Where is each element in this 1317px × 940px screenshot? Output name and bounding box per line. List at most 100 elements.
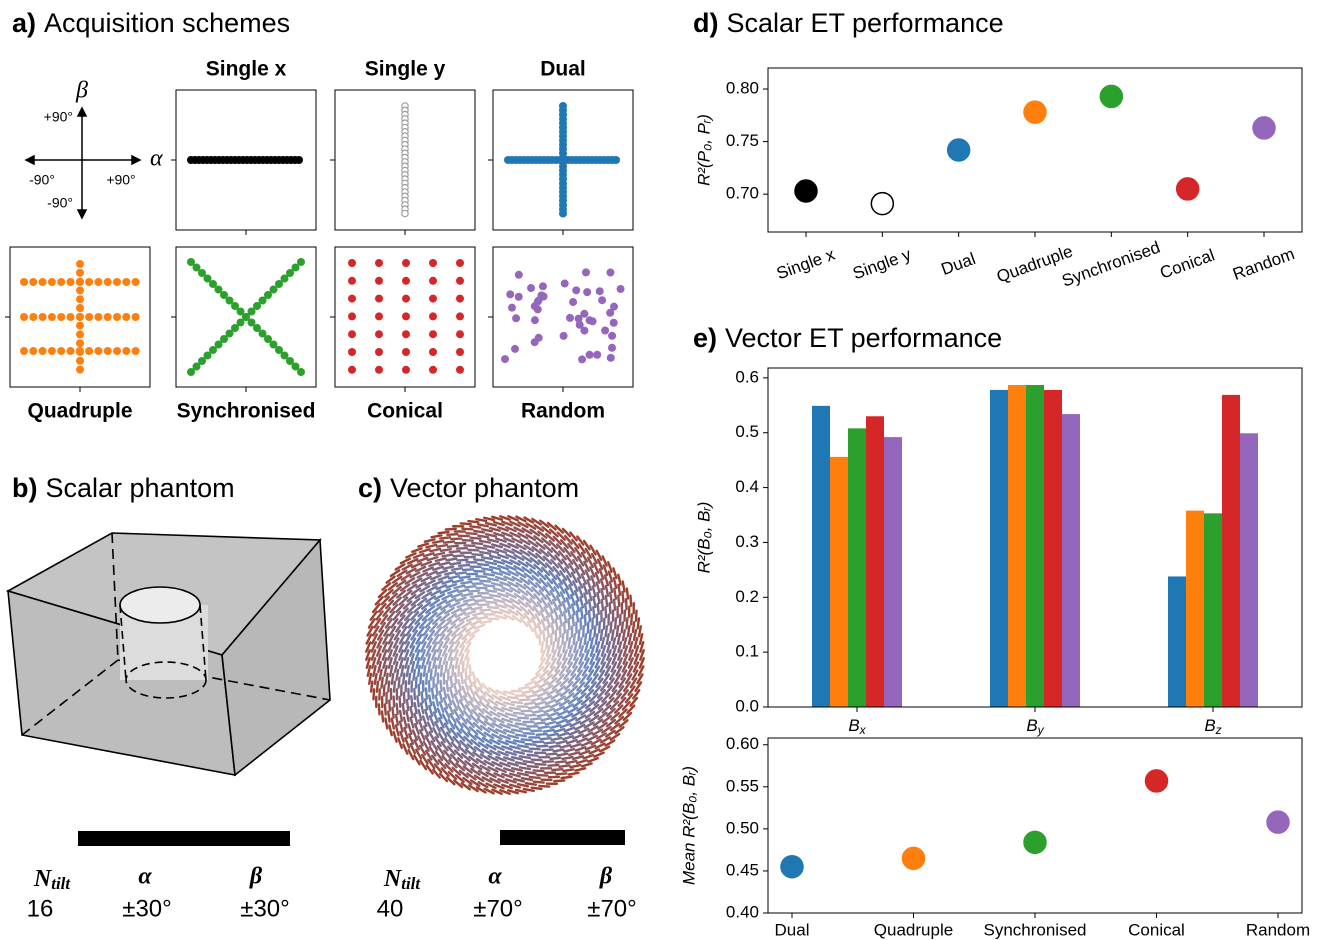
field-arrow xyxy=(565,536,572,544)
subscript: tilt xyxy=(401,874,421,893)
field-arrow xyxy=(512,730,522,732)
field-arrow xyxy=(424,553,434,556)
scheme-point xyxy=(402,366,410,374)
field-arrow xyxy=(463,569,473,570)
field-arrow xyxy=(459,691,463,700)
field-arrow xyxy=(594,720,602,726)
y-tick-label: 0.1 xyxy=(735,642,759,661)
field-arrow xyxy=(450,714,455,723)
field-arrow xyxy=(584,562,589,571)
scheme-point xyxy=(575,315,583,323)
field-arrow xyxy=(555,707,564,711)
field-arrow xyxy=(430,732,435,741)
scheme-point xyxy=(348,259,356,267)
field-arrow xyxy=(449,705,453,714)
field-arrow xyxy=(567,761,577,763)
field-arrow xyxy=(423,716,426,725)
field-arrow xyxy=(388,682,389,692)
field-arrow xyxy=(638,618,639,628)
field-arrow xyxy=(569,585,573,594)
field-arrow xyxy=(456,658,458,668)
scheme-point xyxy=(29,278,37,286)
field-arrow xyxy=(558,711,567,715)
field-arrow xyxy=(571,722,580,726)
scheme-point xyxy=(375,259,383,267)
field-arrow xyxy=(441,604,450,609)
scheme-point xyxy=(348,295,356,303)
scheme-point xyxy=(348,312,356,320)
panel-letter: d) xyxy=(693,8,718,38)
field-arrow xyxy=(544,730,554,732)
scheme-name: Quadruple xyxy=(27,400,132,423)
field-arrow xyxy=(409,674,410,684)
field-arrow xyxy=(437,610,445,616)
field-arrow xyxy=(548,713,557,716)
scheme-point xyxy=(586,351,594,359)
table-header: Ntilt xyxy=(33,866,72,893)
field-arrow xyxy=(465,586,475,587)
field-arrow xyxy=(425,710,428,720)
field-arrow xyxy=(540,706,550,709)
scheme-point xyxy=(527,284,535,292)
field-arrow xyxy=(382,712,383,722)
field-arrow xyxy=(610,582,612,592)
field-arrow xyxy=(476,576,486,577)
field-arrow xyxy=(581,608,583,618)
field-arrow xyxy=(567,598,570,607)
field-arrow xyxy=(590,750,599,754)
field-arrow xyxy=(526,772,536,773)
field-arrow xyxy=(607,709,614,716)
field-arrow xyxy=(582,742,591,746)
point xyxy=(781,856,803,878)
field-arrow xyxy=(611,724,619,730)
field-arrow xyxy=(555,729,565,732)
scheme-point xyxy=(583,288,591,296)
field-arrow xyxy=(600,747,609,751)
field-arrow xyxy=(397,581,405,587)
field-arrow xyxy=(608,562,611,571)
x-tick-label: Synchronised xyxy=(1059,238,1162,291)
field-arrow xyxy=(386,674,388,684)
field-arrow xyxy=(552,642,554,652)
field-arrow xyxy=(445,738,451,746)
field-arrow xyxy=(433,541,443,543)
field-arrow xyxy=(441,549,451,551)
x-tick-label: Dual xyxy=(775,920,810,939)
panel-title: b)Scalar phantom xyxy=(12,473,235,503)
field-arrow xyxy=(406,711,408,721)
y-tick-label: 0.80 xyxy=(726,79,759,98)
field-arrow xyxy=(450,688,453,698)
field-arrow xyxy=(431,670,432,680)
field-arrow xyxy=(397,704,398,714)
field-arrow xyxy=(470,687,475,696)
field-arrow xyxy=(547,627,548,637)
field-arrow xyxy=(599,713,607,719)
field-arrow xyxy=(462,529,472,530)
field-arrow xyxy=(613,568,616,578)
tick-label: -90° xyxy=(29,172,55,188)
field-arrow xyxy=(573,615,574,625)
scheme-name: Single x xyxy=(206,58,287,81)
scheme-name: Random xyxy=(521,400,605,423)
field-arrow xyxy=(610,593,611,603)
field-arrow xyxy=(528,766,538,767)
field-arrow xyxy=(552,693,561,698)
field-arrow xyxy=(449,576,459,578)
field-arrow xyxy=(454,555,464,556)
field-arrow xyxy=(409,734,413,743)
field-arrow xyxy=(433,728,438,737)
field-arrow xyxy=(602,600,603,610)
scheme-point xyxy=(512,314,520,322)
field-arrow xyxy=(452,594,461,597)
bar xyxy=(1186,511,1204,707)
field-arrow xyxy=(572,605,574,615)
field-arrow xyxy=(482,569,492,570)
field-arrow xyxy=(580,597,582,607)
field-arrow xyxy=(514,713,524,714)
field-arrow xyxy=(532,675,540,681)
scheme-name: Synchronised xyxy=(177,400,316,423)
field-arrow xyxy=(548,765,558,766)
field-arrow xyxy=(589,600,591,610)
field-arrow xyxy=(536,702,546,705)
bar xyxy=(990,390,1008,707)
